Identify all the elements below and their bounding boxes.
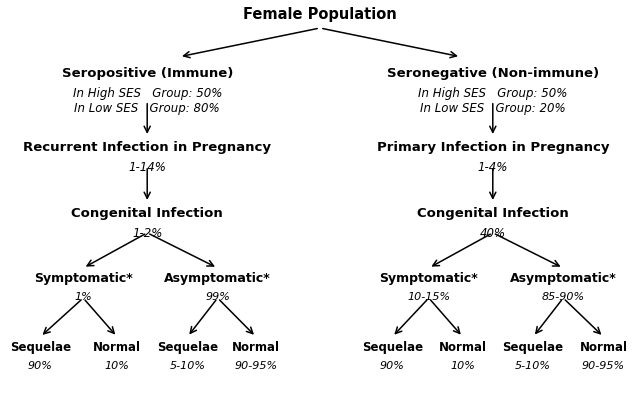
Text: 10-15%: 10-15% [407, 292, 451, 302]
Text: 90-95%: 90-95% [234, 361, 278, 371]
Text: 90%: 90% [380, 361, 404, 371]
Text: 1-14%: 1-14% [128, 161, 166, 174]
Text: Normal: Normal [439, 341, 486, 354]
Text: 90-95%: 90-95% [582, 361, 625, 371]
Text: Normal: Normal [232, 341, 280, 354]
Text: Normal: Normal [580, 341, 627, 354]
Text: Asymptomatic*: Asymptomatic* [510, 272, 616, 285]
Text: 1-4%: 1-4% [477, 161, 508, 174]
Text: Primary Infection in Pregnancy: Primary Infection in Pregnancy [376, 141, 609, 154]
Text: In High SES   Group: 50%: In High SES Group: 50% [418, 87, 568, 100]
Text: 1%: 1% [74, 292, 92, 302]
Text: Sequelae: Sequelae [362, 341, 423, 354]
Text: In Low SES   Group: 80%: In Low SES Group: 80% [74, 102, 220, 115]
Text: In High SES   Group: 50%: In High SES Group: 50% [72, 87, 222, 100]
Text: 1-2%: 1-2% [132, 227, 163, 240]
Text: 40%: 40% [480, 227, 506, 240]
Text: 90%: 90% [28, 361, 52, 371]
Text: Recurrent Infection in Pregnancy: Recurrent Infection in Pregnancy [23, 141, 271, 154]
Text: Asymptomatic*: Asymptomatic* [164, 272, 271, 285]
Text: 5-10%: 5-10% [170, 361, 205, 371]
Text: Sequelae: Sequelae [10, 341, 71, 354]
Text: 10%: 10% [105, 361, 129, 371]
Text: Seropositive (Immune): Seropositive (Immune) [61, 67, 233, 80]
Text: 10%: 10% [451, 361, 475, 371]
Text: 5-10%: 5-10% [515, 361, 551, 371]
Text: Congenital Infection: Congenital Infection [417, 207, 569, 220]
Text: Sequelae: Sequelae [502, 341, 564, 354]
Text: Normal: Normal [93, 341, 141, 354]
Text: 85-90%: 85-90% [541, 292, 585, 302]
Text: Symptomatic*: Symptomatic* [34, 272, 132, 285]
Text: 99%: 99% [205, 292, 230, 302]
Text: Sequelae: Sequelae [157, 341, 218, 354]
Text: Symptomatic*: Symptomatic* [380, 272, 478, 285]
Text: Seronegative (Non-immune): Seronegative (Non-immune) [387, 67, 599, 80]
Text: Congenital Infection: Congenital Infection [71, 207, 223, 220]
Text: Female Population: Female Population [243, 7, 397, 22]
Text: In Low SES   Group: 20%: In Low SES Group: 20% [420, 102, 566, 115]
